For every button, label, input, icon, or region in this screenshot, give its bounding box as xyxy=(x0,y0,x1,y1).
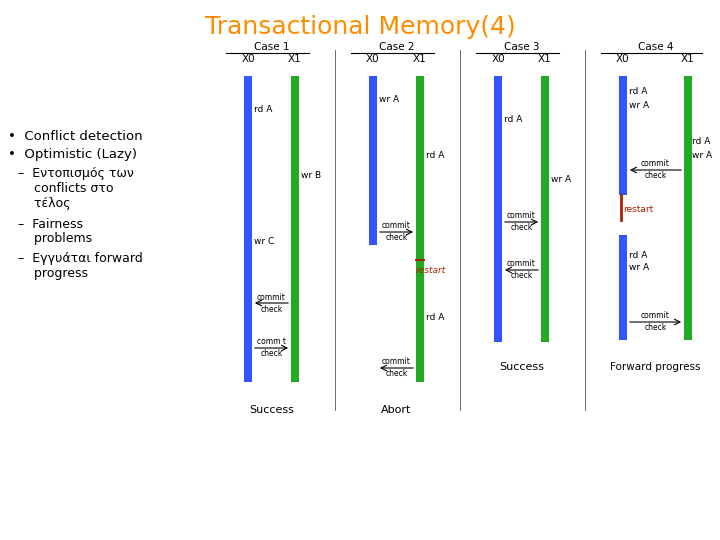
Text: conflicts στο: conflicts στο xyxy=(18,182,114,195)
Bar xyxy=(541,76,549,342)
Text: commit: commit xyxy=(257,293,286,301)
Text: wr A: wr A xyxy=(629,100,649,110)
Text: rd A: rd A xyxy=(629,251,647,260)
Text: X0: X0 xyxy=(241,54,255,64)
Text: rd A: rd A xyxy=(504,116,523,125)
Text: τέλος: τέλος xyxy=(18,197,71,210)
Text: restart: restart xyxy=(416,266,446,275)
Bar xyxy=(416,76,424,382)
Text: rd A: rd A xyxy=(426,151,444,159)
Text: •  Conflict detection: • Conflict detection xyxy=(8,130,143,143)
Text: check: check xyxy=(510,272,533,280)
Text: check: check xyxy=(261,305,283,314)
Text: check: check xyxy=(385,233,408,242)
Text: progress: progress xyxy=(18,267,88,280)
Bar xyxy=(619,235,627,340)
Bar xyxy=(291,76,299,382)
Bar xyxy=(619,76,627,195)
Bar xyxy=(369,76,377,245)
Text: X0: X0 xyxy=(366,54,380,64)
Bar xyxy=(494,76,502,342)
Text: commit: commit xyxy=(382,357,411,367)
Bar xyxy=(244,76,252,382)
Text: X1: X1 xyxy=(681,54,695,64)
Text: restart: restart xyxy=(623,205,653,213)
Text: Case 1: Case 1 xyxy=(253,42,289,52)
Text: rd A: rd A xyxy=(692,138,711,146)
Text: X1: X1 xyxy=(538,54,552,64)
Text: Transactional Memory(4): Transactional Memory(4) xyxy=(204,15,516,39)
Text: X0: X0 xyxy=(491,54,505,64)
Text: wr A: wr A xyxy=(379,96,399,105)
Text: commit: commit xyxy=(641,159,670,168)
Text: rd A: rd A xyxy=(629,87,647,97)
Text: –  Εντοπισμός των: – Εντοπισμός των xyxy=(18,167,134,180)
Text: Case 3: Case 3 xyxy=(504,42,539,52)
Text: check: check xyxy=(510,224,533,233)
Text: check: check xyxy=(261,349,283,359)
Text: X0: X0 xyxy=(616,54,630,64)
Text: commit: commit xyxy=(507,260,536,268)
Text: Case 2: Case 2 xyxy=(379,42,414,52)
Text: wr A: wr A xyxy=(551,176,571,185)
Text: wr A: wr A xyxy=(692,151,712,159)
Text: wr C: wr C xyxy=(254,238,274,246)
Text: Abort: Abort xyxy=(382,405,412,415)
Text: –  Εγγυάται forward: – Εγγυάται forward xyxy=(18,252,143,265)
Text: check: check xyxy=(644,323,667,333)
Text: –  Fairness: – Fairness xyxy=(18,218,83,231)
Text: Success: Success xyxy=(249,405,294,415)
Text: X1: X1 xyxy=(413,54,427,64)
Text: wr B: wr B xyxy=(301,171,321,179)
Text: commit: commit xyxy=(641,312,670,321)
Text: check: check xyxy=(385,369,408,379)
Text: problems: problems xyxy=(18,232,92,245)
Text: Forward progress: Forward progress xyxy=(611,362,701,372)
Text: wr A: wr A xyxy=(629,264,649,273)
Text: rd A: rd A xyxy=(426,314,444,322)
Text: Case 4: Case 4 xyxy=(638,42,673,52)
Text: check: check xyxy=(644,172,667,180)
Text: comm t: comm t xyxy=(257,338,286,347)
Text: X1: X1 xyxy=(288,54,302,64)
Text: commit: commit xyxy=(507,212,536,220)
Text: •  Optimistic (Lazy): • Optimistic (Lazy) xyxy=(8,148,137,161)
Text: rd A: rd A xyxy=(254,105,272,114)
Text: Success: Success xyxy=(499,362,544,372)
Text: commit: commit xyxy=(382,221,411,231)
Bar xyxy=(684,76,692,340)
